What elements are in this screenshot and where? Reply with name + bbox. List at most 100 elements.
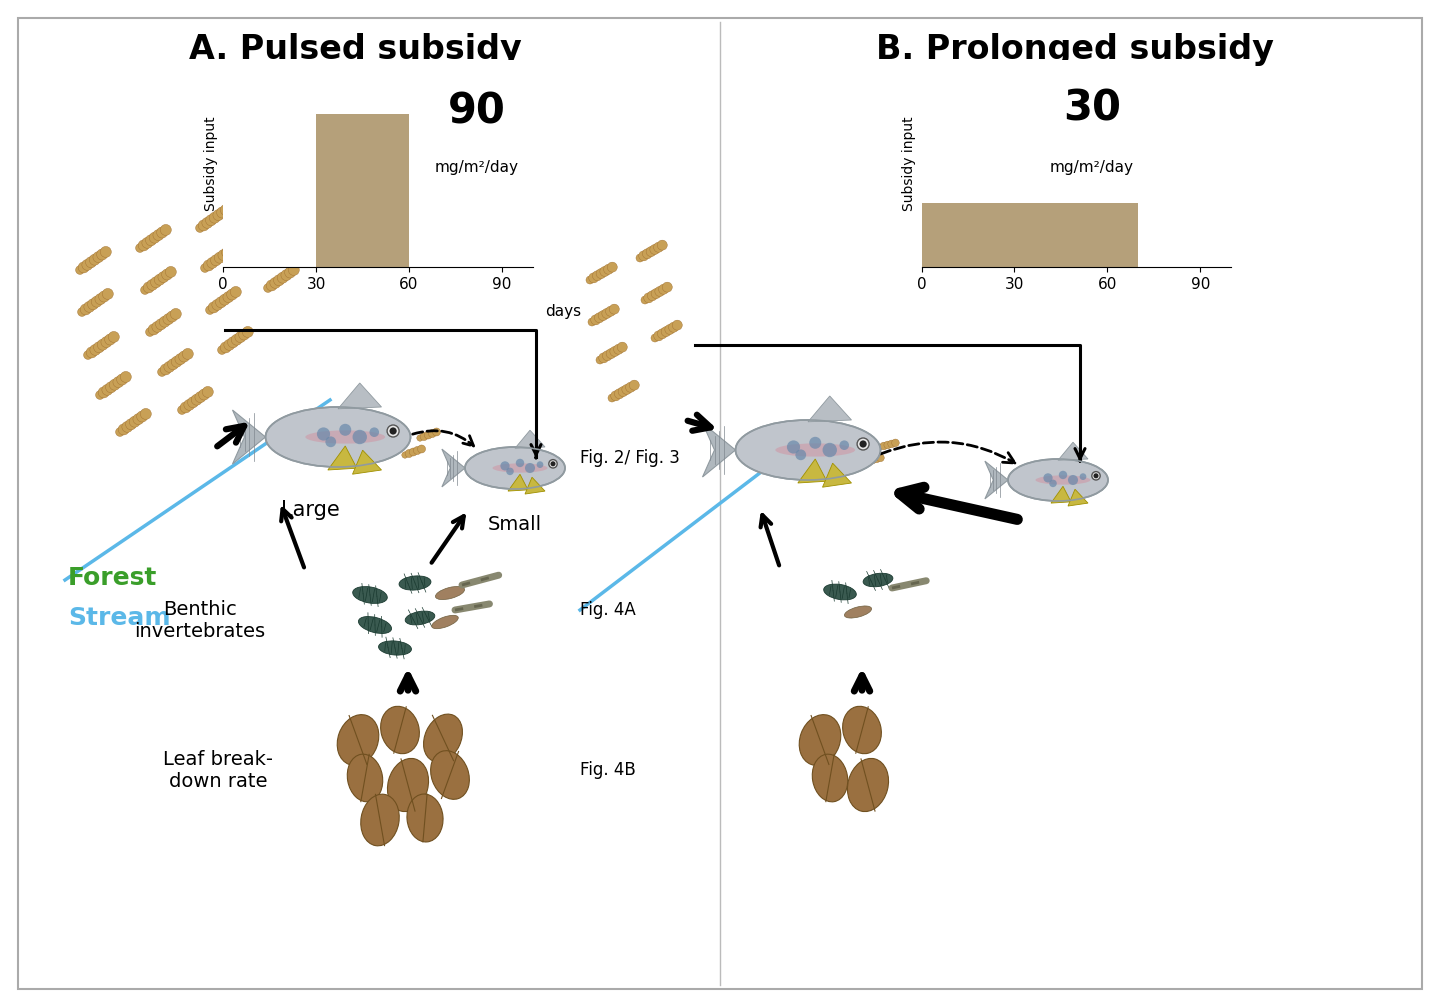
Circle shape xyxy=(98,387,109,398)
Circle shape xyxy=(81,304,91,315)
Circle shape xyxy=(891,439,899,447)
Circle shape xyxy=(432,428,441,436)
Circle shape xyxy=(325,436,336,447)
Circle shape xyxy=(602,308,612,318)
Circle shape xyxy=(209,302,219,313)
Circle shape xyxy=(153,230,164,241)
Circle shape xyxy=(94,252,104,263)
Bar xyxy=(317,114,409,267)
Circle shape xyxy=(89,254,101,265)
Circle shape xyxy=(101,336,112,347)
Ellipse shape xyxy=(465,447,564,489)
Circle shape xyxy=(420,432,428,440)
Circle shape xyxy=(115,428,124,436)
Circle shape xyxy=(651,289,661,298)
Text: A. Pulsed subsidy: A. Pulsed subsidy xyxy=(189,33,521,66)
Circle shape xyxy=(154,274,166,285)
Circle shape xyxy=(641,296,649,304)
Circle shape xyxy=(235,331,246,342)
Circle shape xyxy=(239,329,249,340)
Y-axis label: Subsidy input: Subsidy input xyxy=(203,117,217,210)
Circle shape xyxy=(425,431,432,439)
Circle shape xyxy=(157,368,167,377)
Ellipse shape xyxy=(848,758,888,812)
Circle shape xyxy=(206,214,216,226)
Circle shape xyxy=(618,342,628,352)
Circle shape xyxy=(217,345,226,354)
Circle shape xyxy=(207,258,217,268)
Ellipse shape xyxy=(812,754,848,802)
Circle shape xyxy=(122,421,132,432)
Circle shape xyxy=(163,313,174,324)
Circle shape xyxy=(230,286,242,297)
Text: mg/m²/day: mg/m²/day xyxy=(435,160,518,175)
Polygon shape xyxy=(338,383,382,409)
Circle shape xyxy=(137,411,148,422)
Circle shape xyxy=(340,424,351,436)
Circle shape xyxy=(192,394,202,405)
Ellipse shape xyxy=(361,795,399,846)
Circle shape xyxy=(170,308,181,319)
Circle shape xyxy=(884,441,891,449)
Circle shape xyxy=(151,321,163,332)
Circle shape xyxy=(88,299,98,310)
Circle shape xyxy=(219,294,230,305)
Text: Large: Large xyxy=(281,500,340,520)
Circle shape xyxy=(285,267,295,278)
Circle shape xyxy=(130,416,140,427)
Circle shape xyxy=(657,240,667,250)
Circle shape xyxy=(668,322,678,332)
Circle shape xyxy=(629,381,639,390)
Y-axis label: Subsidy input: Subsidy input xyxy=(901,117,916,210)
Circle shape xyxy=(586,276,595,284)
Ellipse shape xyxy=(799,715,841,765)
Circle shape xyxy=(618,387,628,397)
Circle shape xyxy=(651,334,660,342)
Circle shape xyxy=(278,272,288,283)
Circle shape xyxy=(661,326,671,336)
Circle shape xyxy=(161,269,173,280)
Circle shape xyxy=(167,311,177,322)
Polygon shape xyxy=(516,430,544,448)
Circle shape xyxy=(125,419,137,430)
Circle shape xyxy=(873,455,880,462)
Ellipse shape xyxy=(380,706,419,753)
Circle shape xyxy=(370,427,379,437)
Circle shape xyxy=(611,346,619,356)
Circle shape xyxy=(160,316,170,327)
Circle shape xyxy=(550,461,556,466)
Circle shape xyxy=(171,356,183,368)
Ellipse shape xyxy=(842,706,881,753)
Circle shape xyxy=(215,252,225,263)
Circle shape xyxy=(150,233,160,243)
Circle shape xyxy=(199,220,209,231)
Ellipse shape xyxy=(844,606,871,618)
Ellipse shape xyxy=(305,430,384,444)
Circle shape xyxy=(203,260,215,271)
Circle shape xyxy=(880,442,887,450)
Ellipse shape xyxy=(265,407,410,467)
Circle shape xyxy=(199,389,210,400)
Circle shape xyxy=(167,358,179,370)
Bar xyxy=(922,202,1138,267)
Circle shape xyxy=(148,324,160,335)
Ellipse shape xyxy=(347,754,383,802)
Circle shape xyxy=(85,257,96,268)
Circle shape xyxy=(281,270,292,281)
Polygon shape xyxy=(1058,442,1089,460)
Circle shape xyxy=(202,218,213,229)
Circle shape xyxy=(78,307,86,316)
Circle shape xyxy=(389,427,396,435)
Text: Small: Small xyxy=(488,515,541,534)
Polygon shape xyxy=(353,450,382,474)
Polygon shape xyxy=(508,474,528,491)
Ellipse shape xyxy=(775,443,855,456)
Circle shape xyxy=(317,427,330,441)
Ellipse shape xyxy=(1035,475,1090,484)
Polygon shape xyxy=(985,461,1008,498)
Text: days: days xyxy=(546,304,582,319)
Circle shape xyxy=(75,266,85,274)
Polygon shape xyxy=(1068,489,1089,507)
Circle shape xyxy=(187,397,199,408)
Circle shape xyxy=(212,299,223,310)
